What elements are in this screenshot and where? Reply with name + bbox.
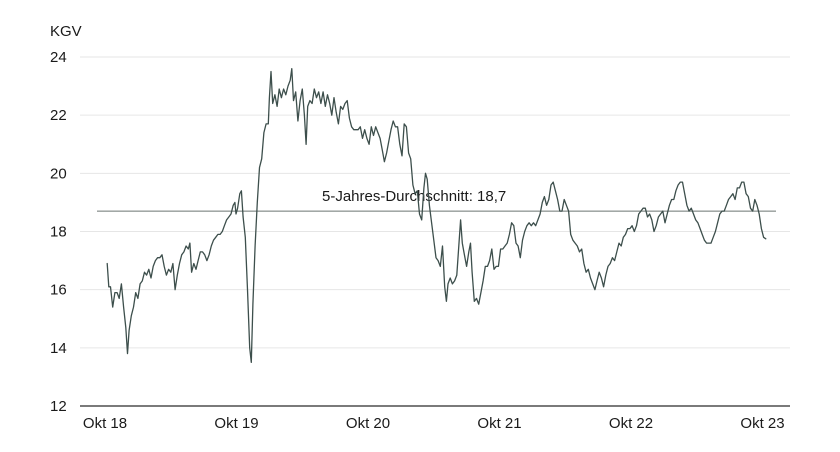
grid-lines (80, 56, 790, 407)
x-tick-label: Okt 22 (609, 415, 653, 432)
series-line (106, 67, 767, 364)
y-axis-title: KGV (50, 23, 82, 40)
x-axis-tick-labels: Okt 18 Okt 19 Okt 20 Okt 21 Okt 22 Okt 23 (83, 415, 785, 432)
series-group (106, 67, 767, 364)
reference-line-label: 5-Jahres-Durchschnitt: 18,7 (322, 188, 506, 205)
y-axis-tick-labels: 12 14 16 18 20 22 24 (50, 49, 67, 415)
y-tick-label: 20 (50, 165, 67, 182)
y-tick-label: 12 (50, 398, 67, 415)
x-tick-label: Okt 18 (83, 415, 127, 432)
y-tick-label: 14 (50, 340, 67, 357)
y-tick-label: 22 (50, 107, 67, 124)
x-tick-label: Okt 19 (214, 415, 258, 432)
x-tick-label: Okt 23 (740, 415, 784, 432)
x-tick-label: Okt 21 (477, 415, 521, 432)
y-tick-label: 24 (50, 49, 67, 66)
x-tick-label: Okt 20 (346, 415, 390, 432)
y-tick-label: 18 (50, 224, 67, 241)
y-tick-label: 16 (50, 282, 67, 299)
